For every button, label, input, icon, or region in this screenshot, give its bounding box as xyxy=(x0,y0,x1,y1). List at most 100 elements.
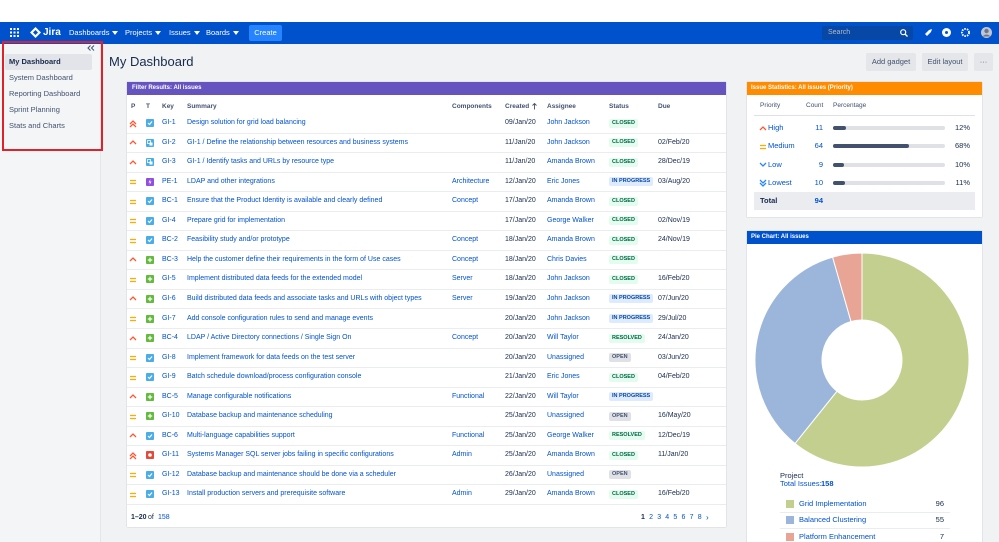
assignee[interactable]: Amanda Brown xyxy=(547,158,595,166)
summary[interactable]: Add console configuration rules to send … xyxy=(187,314,374,322)
pie-slice[interactable] xyxy=(831,252,863,323)
issue-key[interactable]: GI-3 xyxy=(162,158,176,166)
component[interactable]: Functional xyxy=(452,431,485,439)
search-icon[interactable] xyxy=(900,29,908,37)
issue-key[interactable]: GI-6 xyxy=(162,294,176,302)
issue-key[interactable]: GI-2 xyxy=(162,138,176,146)
assignee[interactable]: Amanda Brown xyxy=(547,490,595,498)
notifications-icon[interactable] xyxy=(924,28,933,37)
assignee[interactable]: George Walker xyxy=(547,216,594,224)
summary[interactable]: LDAP / Active Directory connections / Si… xyxy=(187,334,352,342)
assignee[interactable]: John Jackson xyxy=(547,275,590,283)
assignee[interactable]: John Jackson xyxy=(547,138,590,146)
page-link[interactable]: 8 xyxy=(697,514,702,521)
pie-slice[interactable] xyxy=(794,252,970,468)
summary[interactable]: GI-1 / Define the relationship between r… xyxy=(187,138,409,146)
component[interactable]: Concept xyxy=(452,334,479,342)
summary[interactable]: Ensure that the Product Identity is avai… xyxy=(187,197,383,205)
summary[interactable]: Database backup and maintenance should b… xyxy=(187,470,396,478)
component[interactable]: Admin xyxy=(452,490,472,498)
sidebar-item[interactable]: Stats and Charts xyxy=(9,121,65,130)
total-count[interactable]: 94 xyxy=(814,196,823,205)
page-link[interactable]: 1 xyxy=(641,514,645,521)
assignee[interactable]: Unassigned xyxy=(547,353,584,361)
assignee[interactable]: Amanda Brown xyxy=(547,236,595,244)
priority-count[interactable]: 11 xyxy=(815,123,823,132)
page-link[interactable]: 2 xyxy=(649,514,653,521)
issue-key[interactable]: GI-7 xyxy=(162,314,176,322)
assignee[interactable]: Chris Davies xyxy=(547,255,587,263)
assignee[interactable]: Unassigned xyxy=(547,412,584,420)
issue-key[interactable]: GI-11 xyxy=(162,451,179,459)
summary[interactable]: GI-1 / Identify tasks and URLs by resour… xyxy=(187,158,335,166)
summary[interactable]: Feasibility study and/or prototype xyxy=(187,236,290,244)
issue-key[interactable]: GI-13 xyxy=(162,490,180,498)
summary[interactable]: Prepare grid for implementation xyxy=(187,216,286,224)
priority-count[interactable]: 10 xyxy=(814,177,823,187)
sidebar-item[interactable]: Reporting Dashboard xyxy=(9,89,81,98)
assignee[interactable]: John Jackson xyxy=(547,314,590,322)
component[interactable]: Server xyxy=(452,275,473,283)
summary[interactable]: LDAP and other integrations xyxy=(187,177,275,185)
nav-menu-item[interactable]: Projects xyxy=(125,27,161,39)
assignee[interactable]: Amanda Brown xyxy=(547,197,595,205)
summary[interactable]: Systems Manager SQL server jobs failing … xyxy=(187,451,394,459)
summary[interactable]: Implement framework for data feeds on th… xyxy=(187,353,356,361)
summary[interactable]: Build distributed data feeds and associa… xyxy=(187,294,422,302)
summary[interactable]: Database backup and maintenance scheduli… xyxy=(187,412,333,420)
issue-key[interactable]: BC-3 xyxy=(162,255,178,263)
priority-name[interactable]: High xyxy=(768,123,784,132)
component[interactable]: Functional xyxy=(452,392,485,400)
issue-key[interactable]: GI-8 xyxy=(162,353,176,361)
assignee[interactable]: Will Taylor xyxy=(547,334,579,342)
help-icon[interactable] xyxy=(942,28,951,37)
nav-menu-item[interactable]: Dashboards xyxy=(69,27,118,39)
create-button[interactable]: Create xyxy=(249,25,282,41)
priority-name[interactable]: Lowest xyxy=(768,177,792,187)
issue-key[interactable]: GI-4 xyxy=(162,216,176,224)
nav-menu-item[interactable]: Boards xyxy=(206,27,239,39)
search-box[interactable] xyxy=(822,26,913,40)
summary[interactable]: Install production servers and prerequis… xyxy=(187,490,346,498)
priority-name[interactable]: Medium xyxy=(768,141,795,151)
jira-logo-icon[interactable] xyxy=(30,27,41,38)
legend-name[interactable]: Grid Implementation xyxy=(799,499,867,508)
summary[interactable]: Multi-language capabilities support xyxy=(187,431,295,439)
app-switcher-icon[interactable] xyxy=(10,28,19,37)
header-button[interactable]: ··· xyxy=(974,53,993,71)
page-link[interactable]: 4 xyxy=(665,514,670,521)
assignee[interactable]: Amanda Brown xyxy=(547,451,595,459)
sidebar-item[interactable]: System Dashboard xyxy=(9,73,73,82)
issue-key[interactable]: BC-6 xyxy=(162,431,178,439)
issue-key[interactable]: GI-10 xyxy=(162,412,180,420)
issue-key[interactable]: PE-1 xyxy=(162,177,178,185)
component[interactable]: Server xyxy=(452,294,473,302)
priority-count[interactable]: 64 xyxy=(814,141,823,151)
issue-key[interactable]: BC-1 xyxy=(162,197,178,205)
component[interactable]: Concept xyxy=(452,236,479,244)
assignee[interactable]: John Jackson xyxy=(547,119,590,126)
assignee[interactable]: Unassigned xyxy=(547,470,584,478)
page-next[interactable]: › xyxy=(706,513,709,522)
total-issues-value[interactable]: 158 xyxy=(821,479,834,488)
legend-name[interactable]: Balanced Clustering xyxy=(799,515,867,525)
component[interactable]: Concept xyxy=(452,197,479,205)
logo-text[interactable]: Jira xyxy=(43,27,61,38)
avatar[interactable] xyxy=(981,27,992,38)
issue-key[interactable]: BC-4 xyxy=(162,334,178,342)
issue-key[interactable]: GI-12 xyxy=(162,470,180,478)
assignee[interactable]: Eric Jones xyxy=(547,373,580,381)
component[interactable]: Admin xyxy=(452,451,472,459)
summary[interactable]: Batch schedule download/process configur… xyxy=(187,373,362,381)
page-link[interactable]: 3 xyxy=(657,514,662,521)
page-link[interactable]: 6 xyxy=(681,514,686,521)
settings-icon[interactable] xyxy=(961,28,970,37)
legend-name[interactable]: Platform Enhancement xyxy=(799,531,876,541)
issue-key[interactable]: GI-1 xyxy=(162,119,176,126)
summary[interactable]: Design solution for grid load balancing xyxy=(187,119,306,126)
nav-menu-item[interactable]: Issues xyxy=(169,27,200,39)
sidebar-item[interactable]: My Dashboard xyxy=(9,57,61,66)
sidebar-item[interactable]: Sprint Planning xyxy=(9,105,60,114)
priority-name[interactable]: Low xyxy=(768,159,782,169)
footer-total[interactable]: 158 xyxy=(158,514,170,521)
